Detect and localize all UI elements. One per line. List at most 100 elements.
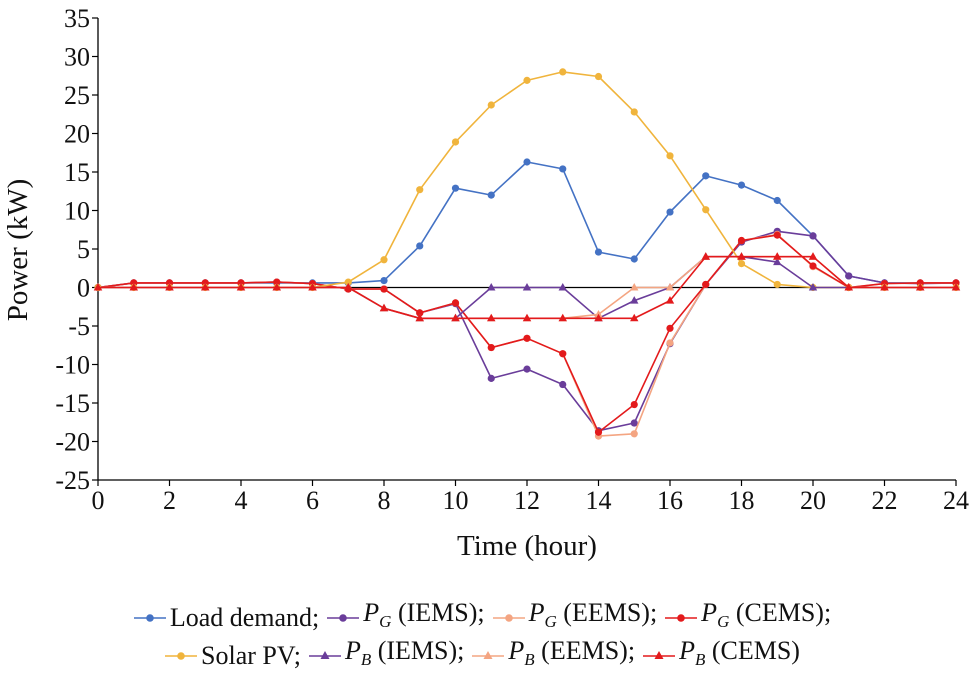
y-tick-label: 30 [64, 43, 90, 72]
legend-label: PB (IEMS); [344, 636, 465, 669]
data-point [665, 296, 675, 304]
legend-swatch [472, 650, 505, 659]
data-point [487, 101, 495, 109]
legend-label: PG (IEMS); [363, 598, 485, 631]
data-point [808, 252, 818, 260]
series-3 [94, 231, 960, 436]
y-tick-label: 15 [64, 158, 90, 187]
legend-swatch-marker [504, 613, 513, 622]
data-point [451, 299, 460, 307]
data-point [737, 252, 746, 260]
data-point [380, 276, 388, 285]
legend-label: PG (EEMS); [528, 598, 658, 631]
x-tick-label: 12 [514, 486, 540, 515]
legend-item: PG (EEMS); [492, 598, 658, 637]
x-tick-label: 2 [163, 486, 176, 515]
x-tick-label: 0 [92, 486, 105, 515]
x-tick-label: 24 [943, 486, 969, 515]
data-point [522, 283, 532, 291]
y-tick-label: -10 [55, 351, 90, 380]
y-tick-label: 5 [77, 235, 90, 264]
legend-swatch [133, 613, 166, 622]
data-point [630, 313, 639, 322]
y-axis-label: Power (kW) [2, 179, 34, 322]
data-point [773, 257, 782, 266]
legend-item: Solar PV; [165, 641, 301, 671]
data-point [522, 313, 532, 322]
data-point [666, 324, 674, 332]
data-point [380, 285, 388, 293]
data-point [558, 313, 567, 322]
data-point [666, 339, 674, 347]
data-point [701, 252, 710, 260]
data-point [630, 430, 638, 438]
data-point [916, 283, 925, 291]
data-point [630, 419, 638, 427]
data-point [559, 165, 567, 173]
data-point [559, 68, 567, 76]
legend-label: Solar PV; [201, 640, 301, 670]
data-point [844, 283, 853, 291]
data-point [487, 283, 496, 291]
data-point [665, 283, 675, 291]
series-line [97, 234, 956, 434]
data-point [594, 248, 603, 256]
data-point [594, 428, 603, 436]
data-point [594, 313, 603, 322]
x-tick-label: 8 [378, 486, 391, 515]
data-point [808, 283, 818, 291]
data-point [129, 283, 138, 291]
legend-swatch-marker [320, 650, 330, 659]
data-point [523, 158, 531, 166]
data-point [272, 283, 281, 291]
data-point [487, 191, 495, 199]
legend-swatch-marker [177, 651, 185, 660]
y-tick-label: -25 [55, 466, 90, 495]
data-point [523, 334, 531, 342]
data-point [702, 280, 710, 289]
legend-item: PG (CEMS); [665, 598, 831, 637]
series-line [97, 230, 957, 432]
y-tick-label: 20 [64, 120, 90, 149]
data-point [594, 309, 603, 318]
legend-label: PB (CEMS) [679, 636, 800, 669]
y-tick-label: 25 [64, 81, 90, 110]
series-4 [94, 68, 960, 292]
legend-item: PB (CEMS) [643, 636, 800, 675]
legend-swatch-marker [677, 613, 685, 622]
data-point [451, 313, 460, 322]
data-point [523, 76, 531, 84]
legend-item: Load demand; [133, 603, 319, 633]
x-tick-label: 6 [306, 486, 319, 515]
data-point [666, 208, 674, 216]
data-point [344, 283, 353, 291]
data-point [773, 252, 782, 260]
x-tick-label: 18 [729, 486, 755, 515]
data-point [379, 303, 389, 312]
data-point [451, 184, 460, 192]
legend-swatch [665, 613, 698, 622]
series-1 [94, 227, 960, 435]
data-point [773, 280, 781, 289]
data-point [737, 236, 746, 245]
legend-swatch-marker [483, 650, 493, 659]
legend-item: PB (EEMS); [472, 636, 635, 675]
x-tick-label: 14 [586, 486, 612, 515]
data-point [809, 262, 817, 270]
data-point [666, 152, 674, 160]
x-tick-label: 20 [800, 486, 826, 515]
legend-label: PB (EEMS); [508, 636, 636, 669]
data-point [416, 309, 424, 317]
data-point [487, 343, 495, 352]
data-point [559, 380, 567, 389]
data-point [415, 313, 424, 322]
data-point [630, 400, 638, 409]
data-point [630, 255, 638, 263]
legend-swatch-marker [146, 613, 154, 622]
data-point [416, 242, 424, 250]
legend-item: PB (IEMS); [308, 636, 465, 675]
legend-row-2: Solar PV; PB (IEMS); PB (EEMS); PB (CEMS) [0, 636, 973, 675]
data-point [773, 196, 781, 205]
